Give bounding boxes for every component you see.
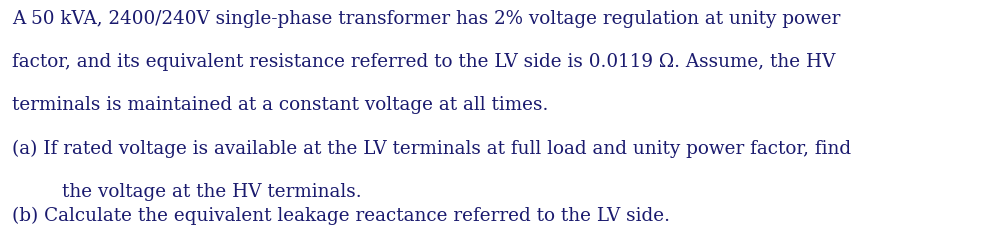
Text: factor, and its equivalent resistance referred to the LV side is 0.0119 Ω. Assum: factor, and its equivalent resistance re… — [12, 53, 836, 71]
Text: terminals is maintained at a constant voltage at all times.: terminals is maintained at a constant vo… — [12, 96, 548, 114]
Text: A 50 kVA, 2400/240V single-phase transformer has 2% voltage regulation at unity : A 50 kVA, 2400/240V single-phase transfo… — [12, 10, 841, 28]
Text: (b) Calculate the equivalent leakage reactance referred to the LV side.: (b) Calculate the equivalent leakage rea… — [12, 207, 670, 226]
Text: (a) If rated voltage is available at the LV terminals at full load and unity pow: (a) If rated voltage is available at the… — [12, 140, 851, 158]
Text: the voltage at the HV terminals.: the voltage at the HV terminals. — [62, 183, 362, 201]
